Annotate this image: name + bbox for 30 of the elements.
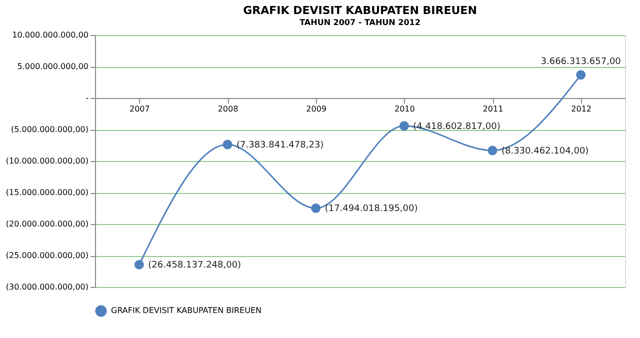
- x-tick-label: 2012: [571, 104, 592, 114]
- data-label: (17.494.018.195,00): [324, 204, 418, 214]
- x-tick-label: 2010: [394, 104, 415, 114]
- y-tick-label: (25.000.000.000,00): [6, 251, 88, 260]
- point: [311, 203, 321, 213]
- point: [222, 140, 232, 150]
- x-tick-label: 2009: [306, 104, 327, 114]
- x-tick-label: 2011: [482, 104, 504, 114]
- chart-title: GRAFIK DEVISIT KABUPATEN BIREUEN: [243, 4, 477, 17]
- x-tick-label: 2008: [218, 104, 238, 114]
- data-label: (4.418.602.817,00): [413, 122, 500, 132]
- x-tick-label: 2007: [129, 104, 150, 114]
- y-tick-label: (15.000.000.000,00): [6, 188, 88, 197]
- point: [576, 70, 586, 80]
- y-tick-label: -: [86, 94, 89, 102]
- data-label: 3.666.313.657,00: [540, 56, 622, 67]
- data-label: (26.458.137.248,00): [148, 260, 242, 271]
- y-tick-label: 5.000.000.000,00: [17, 62, 88, 71]
- data-label: (8.330.462.104,00): [502, 146, 589, 156]
- point: [399, 121, 409, 131]
- chart-subtitle: TAHUN 2007 - TAHUN 2012: [300, 18, 420, 27]
- point: [488, 146, 498, 156]
- y-tick-label: (5.000.000.000,00): [11, 125, 88, 134]
- y-tick-label: (10.000.000.000,00): [6, 156, 88, 166]
- legend-label: GRAFIK DEVISIT KABUPATEN BIREUEN: [111, 306, 262, 315]
- y-tick-label: 10.000.000.000,00: [12, 30, 88, 40]
- data-label: (7.383.841.478,23): [236, 140, 324, 151]
- y-tick-label: (20.000.000.000,00): [6, 220, 88, 228]
- y-tick-label: (30.000.000.000,00): [6, 282, 88, 292]
- point: [134, 260, 144, 270]
